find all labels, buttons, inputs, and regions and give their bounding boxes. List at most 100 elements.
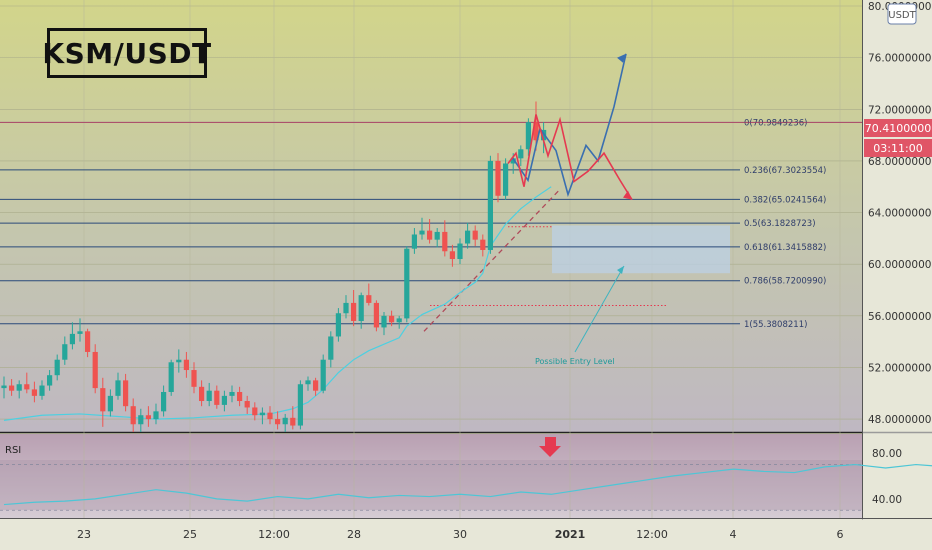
currency-badge[interactable] [887,3,917,25]
candle-body [39,385,45,396]
candle-body [145,415,151,420]
candle-body [138,415,144,425]
projection-path-bullish[interactable] [511,53,627,198]
y-tick-label: 72.0000000 [868,104,931,116]
entry-zone [552,225,730,274]
countdown-tag [864,139,932,157]
candle-body [24,384,30,390]
fib-level-label: 1(55.3808211) [744,320,807,330]
annotation-arrow [574,265,625,353]
last-price-tag [864,119,932,137]
y-tick-label: 76.0000000 [868,53,931,65]
candle-body [343,302,349,314]
x-tick-label: 12:00 [636,528,668,541]
candle-body [16,384,22,391]
candle-body [115,380,121,396]
candle-body [487,160,493,250]
candle-body [62,344,68,360]
price-scale-bg [862,0,932,518]
candle-body [69,333,75,345]
candles [1,101,547,432]
candle-body [404,248,410,319]
last-price-label: 70.4100000 [865,122,931,135]
rsi-line [3,463,932,506]
candle-body [161,391,167,412]
candle-body [130,406,136,425]
projection-paths[interactable] [507,53,633,201]
x-tick-label: 28 [347,528,361,541]
candle-body [328,336,334,360]
candle-body [229,391,235,396]
x-tick-label: 2021 [555,528,586,541]
candle-body [381,315,387,328]
candle-body [267,412,273,420]
projection-path-bearish-arrowhead [623,190,632,200]
candle-body [168,362,174,392]
candle-body [525,122,531,150]
candle-body [389,315,395,323]
fib-level-label: 0.786(58.7200990) [744,277,826,287]
projection-path-bullish-arrowhead [617,53,626,63]
candle-body [419,230,425,235]
fib-level-label: 0.5(63.1828723) [744,219,816,229]
annotation-label: Possible Entry Level [535,357,615,366]
candle-body [9,385,15,391]
candle-body [335,313,341,337]
candle-body [313,380,319,391]
candle-body [396,318,402,323]
candle-body [358,295,364,321]
candle-body [305,380,311,385]
fib-level-label: 0.618(61.3415882) [744,243,826,253]
rsi-band [0,460,862,510]
y-tick-label: 60.0000000 [868,259,931,271]
candle-body [434,231,440,240]
candle-body [366,295,372,303]
candle-body [442,231,448,252]
y-tick-label: 56.0000000 [868,311,931,323]
candle-body [373,302,379,328]
candle-body [457,243,463,260]
rsi-tick-label: 40.00 [872,494,902,506]
trendline-dashed [423,188,561,332]
candle-body [107,395,113,412]
candle-body [92,351,98,389]
candle-body [297,384,303,426]
candle-body [206,390,212,402]
fib-level-label: 0.236(67.3023554) [744,166,826,176]
y-tick-labels: 80.000000076.000000072.000000068.0000000… [868,1,931,426]
fib-level-label: 0.382(65.0241564) [744,195,826,205]
candle-body [183,359,189,371]
x-tick-label: 25 [183,528,197,541]
candle-body [123,380,129,407]
candle-body [282,417,288,425]
candle-body [191,370,197,387]
fib-level-label: 0(70.9849236) [744,118,807,128]
chart-title-box: KSM/USDT [42,28,211,78]
candle-body [259,412,265,416]
rsi-down-arrow [539,437,561,457]
candle-body [465,230,471,244]
rsi-pane-bg [0,434,862,518]
time-scale-bg [0,518,932,550]
projection-path-bearish[interactable] [507,114,633,201]
main-pane-bg [0,0,862,432]
candle-body [221,395,227,405]
candle-body [533,122,539,141]
y-tick-label: 52.0000000 [868,362,931,374]
x-tick-label: 4 [730,528,737,541]
countdown-label: 03:11:00 [873,142,922,155]
x-tick-label: 30 [453,528,467,541]
rsi-tick-label: 80.00 [872,448,902,460]
x-tick-label: 12:00 [258,528,290,541]
currency-badge-label: USDT [888,10,916,21]
candle-body [275,419,281,425]
x-tick-label: 6 [837,528,844,541]
fib-levels[interactable]: 0(70.9849236) 0.236(67.3023554) 0.382(65.0… [0,118,862,330]
dotted-levels [423,188,668,332]
candle-body [510,158,516,164]
moving-average-group [3,186,552,421]
annotation-arrowhead [617,266,624,274]
rsi-label: RSI [5,445,21,456]
candle-body [290,417,296,426]
